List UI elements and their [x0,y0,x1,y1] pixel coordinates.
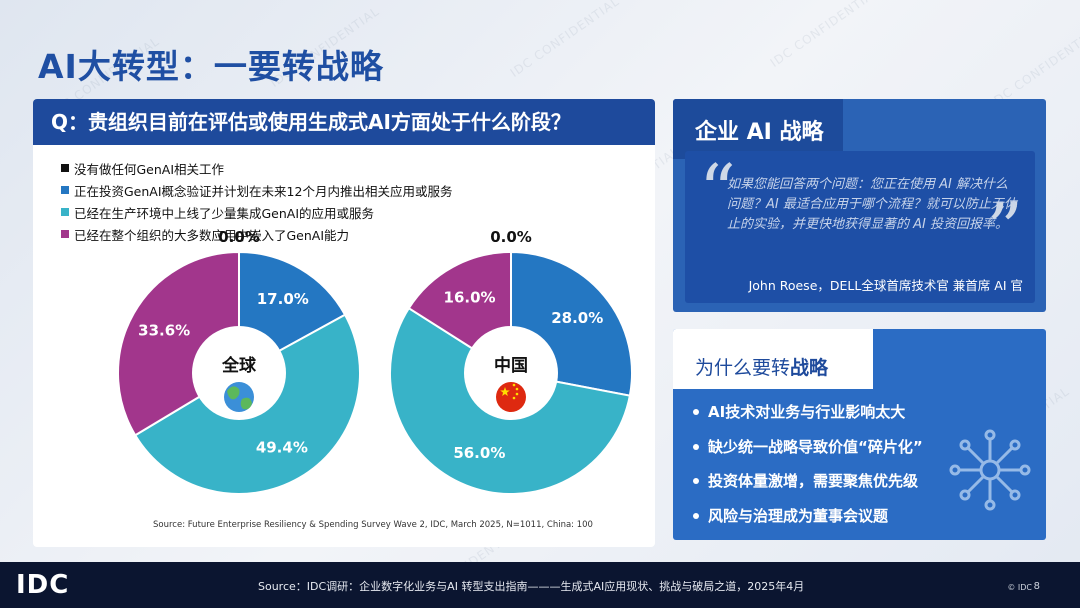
why-list: AI技术对业务与行业影响太大 缺少统一战略导致价值“碎片化” 投资体量激增，需要… [693,395,923,533]
page-number: 8 [1033,581,1040,592]
legend-label: 没有做任何GenAI相关工作 [74,161,225,177]
legend-label: 已经在整个组织的大多数应用中嵌入了GenAI能力 [74,227,350,243]
legend-item-none: 没有做任何GenAI相关工作 [61,157,452,179]
data-label: 17.0% [257,290,309,308]
legend-item-poc: 正在投资GenAI概念验证并计划在未来12个月内推出相关应用或服务 [61,179,452,201]
why-item-text: 风险与治理成为董事会议题 [708,506,889,525]
why-item: 缺少统一战略导致价值“碎片化” [693,430,923,465]
legend-swatch [61,164,69,172]
data-label: 0.0% [490,228,532,246]
legend-swatch [61,186,69,194]
open-quote-icon: “ [699,149,736,233]
watermark-text: IDC CONFIDENTIAL [507,0,623,80]
strategy-card: 企业 AI 战略 “ ” 如果您能回答两个问题：您正在使用 AI 解决什么问题？… [673,99,1046,312]
why-title-prefix: 为什么要转 [695,357,791,379]
why-title: 为什么要转战略 [695,353,828,380]
why-item: AI技术对业务与行业影响太大 [693,395,923,430]
donut-center [464,326,558,420]
slide-title: AI大转型：一要转战略 [38,47,384,86]
network-icon [949,429,1031,511]
why-title-bold: 战略 [790,357,829,379]
chart-source: Source: Future Enterprise Resiliency & S… [153,520,593,530]
watermark-text: IDC CONFIDENTIAL [987,24,1080,110]
globe-icon [224,382,254,412]
strategy-tab [673,99,843,159]
bullet-icon [693,443,699,450]
data-label: 28.0% [551,309,603,327]
question-bar: Q：贵组织目前在评估或使用生成式AI方面处于什么阶段？ [33,99,655,145]
legend-label: 正在投资GenAI概念验证并计划在未来12个月内推出相关应用或服务 [74,183,453,199]
why-item-text: AI技术对业务与行业影响太大 [708,403,906,421]
why-item: 风险与治理成为董事会议题 [693,499,923,534]
watermark-text: IDC CONFIDENTIAL [767,0,883,70]
china-flag-icon [496,382,526,412]
footer-copyright: © IDC [1007,583,1032,592]
chart-legend: 没有做任何GenAI相关工作 正在投资GenAI概念验证并计划在未来12个月内推… [61,157,452,245]
legend-swatch [61,208,69,216]
why-item: 投资体量激增，需要聚焦优先级 [693,464,923,499]
why-item-text: 缺少统一战略导致价值“碎片化” [708,437,923,456]
close-quote-icon: ” [986,187,1023,271]
bullet-icon [693,512,699,519]
legend-swatch [61,230,69,238]
survey-panel: Q：贵组织目前在评估或使用生成式AI方面处于什么阶段？ 没有做任何GenAI相关… [33,99,655,547]
donut-center [192,326,286,420]
data-label: 16.0% [444,289,496,307]
data-label: 33.6% [138,322,190,340]
why-item-text: 投资体量激增，需要聚焦优先级 [708,472,919,490]
quote-text: 如果您能回答两个问题：您正在使用 AI 解决什么问题？AI 最适合应用于哪个流程… [727,177,1017,232]
legend-item-some-production: 已经在生产环境中上线了少量集成GenAI的应用或服务 [61,201,452,223]
footer-source: Source：IDC调研：企业数字化业务与AI 转型支出指南———生成式AI应用… [258,580,805,593]
data-label: 49.4% [256,439,308,457]
legend-item-embedded: 已经在整个组织的大多数应用中嵌入了GenAI能力 [61,223,452,245]
why-tab [673,329,873,389]
center-label: 中国 [494,355,528,376]
bullet-icon [693,478,699,485]
quote-box: “ ” 如果您能回答两个问题：您正在使用 AI 解决什么问题？AI 最适合应用于… [685,151,1035,303]
data-label: 0.0% [218,228,260,246]
center-label: 全球 [221,355,257,376]
donut-charts: 0.0% 17.0% 49.4% 33.6% 全球 0.0% 28.0% 56.0% 16.0%… [117,228,633,495]
bullet-icon [693,409,699,416]
legend-label: 已经在生产环境中上线了少量集成GenAI的应用或服务 [74,205,375,221]
quote-author: John Roese，DELL全球首席技术官 兼首席 AI 官 [748,278,1023,293]
idc-logo: IDC [16,570,70,600]
footer-bar: IDC Source：IDC调研：企业数字化业务与AI 转型支出指南———生成式… [0,562,1080,608]
data-label: 56.0% [453,444,505,462]
strategy-title: 企业 AI 战略 [695,120,824,145]
why-card: 为什么要转战略 AI技术对业务与行业影响太大 缺少统一战略导致价值“碎片化” 投… [673,329,1046,540]
